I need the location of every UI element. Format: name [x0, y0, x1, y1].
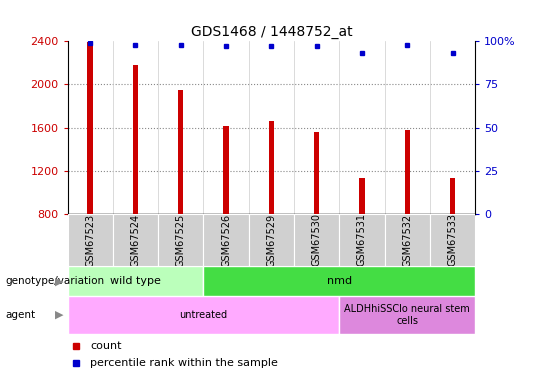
Bar: [314, 132, 319, 214]
Bar: [68, 296, 339, 334]
Bar: [133, 65, 138, 214]
Text: GSM67526: GSM67526: [221, 213, 231, 267]
Text: wild type: wild type: [110, 276, 161, 286]
Bar: [224, 126, 229, 214]
Bar: [450, 178, 455, 214]
Text: GSM67529: GSM67529: [266, 213, 276, 267]
Text: ▶: ▶: [55, 276, 64, 286]
Text: GSM67523: GSM67523: [85, 213, 95, 267]
Bar: [430, 214, 475, 266]
Text: untreated: untreated: [179, 310, 227, 320]
Text: ALDHhiSSClo neural stem
cells: ALDHhiSSClo neural stem cells: [345, 304, 470, 326]
Text: GSM67524: GSM67524: [131, 213, 140, 267]
Bar: [178, 90, 184, 214]
Bar: [359, 178, 364, 214]
Text: genotype/variation: genotype/variation: [5, 276, 105, 286]
Text: percentile rank within the sample: percentile rank within the sample: [90, 358, 278, 368]
Bar: [68, 214, 113, 266]
Bar: [204, 266, 475, 296]
Bar: [158, 214, 204, 266]
Bar: [339, 214, 384, 266]
Bar: [87, 42, 93, 214]
Bar: [404, 130, 410, 214]
Text: GSM67530: GSM67530: [312, 213, 322, 267]
Bar: [204, 214, 249, 266]
Text: GSM67533: GSM67533: [448, 213, 457, 267]
Bar: [68, 266, 204, 296]
Text: GSM67531: GSM67531: [357, 213, 367, 267]
Bar: [339, 296, 475, 334]
Bar: [384, 214, 430, 266]
Bar: [249, 214, 294, 266]
Text: GSM67525: GSM67525: [176, 213, 186, 267]
Bar: [294, 214, 339, 266]
Text: agent: agent: [5, 310, 36, 320]
Title: GDS1468 / 1448752_at: GDS1468 / 1448752_at: [191, 25, 352, 39]
Text: GSM67532: GSM67532: [402, 213, 412, 267]
Text: ▶: ▶: [55, 310, 64, 320]
Bar: [268, 121, 274, 214]
Text: nmd: nmd: [327, 276, 352, 286]
Text: count: count: [90, 341, 122, 351]
Bar: [113, 214, 158, 266]
